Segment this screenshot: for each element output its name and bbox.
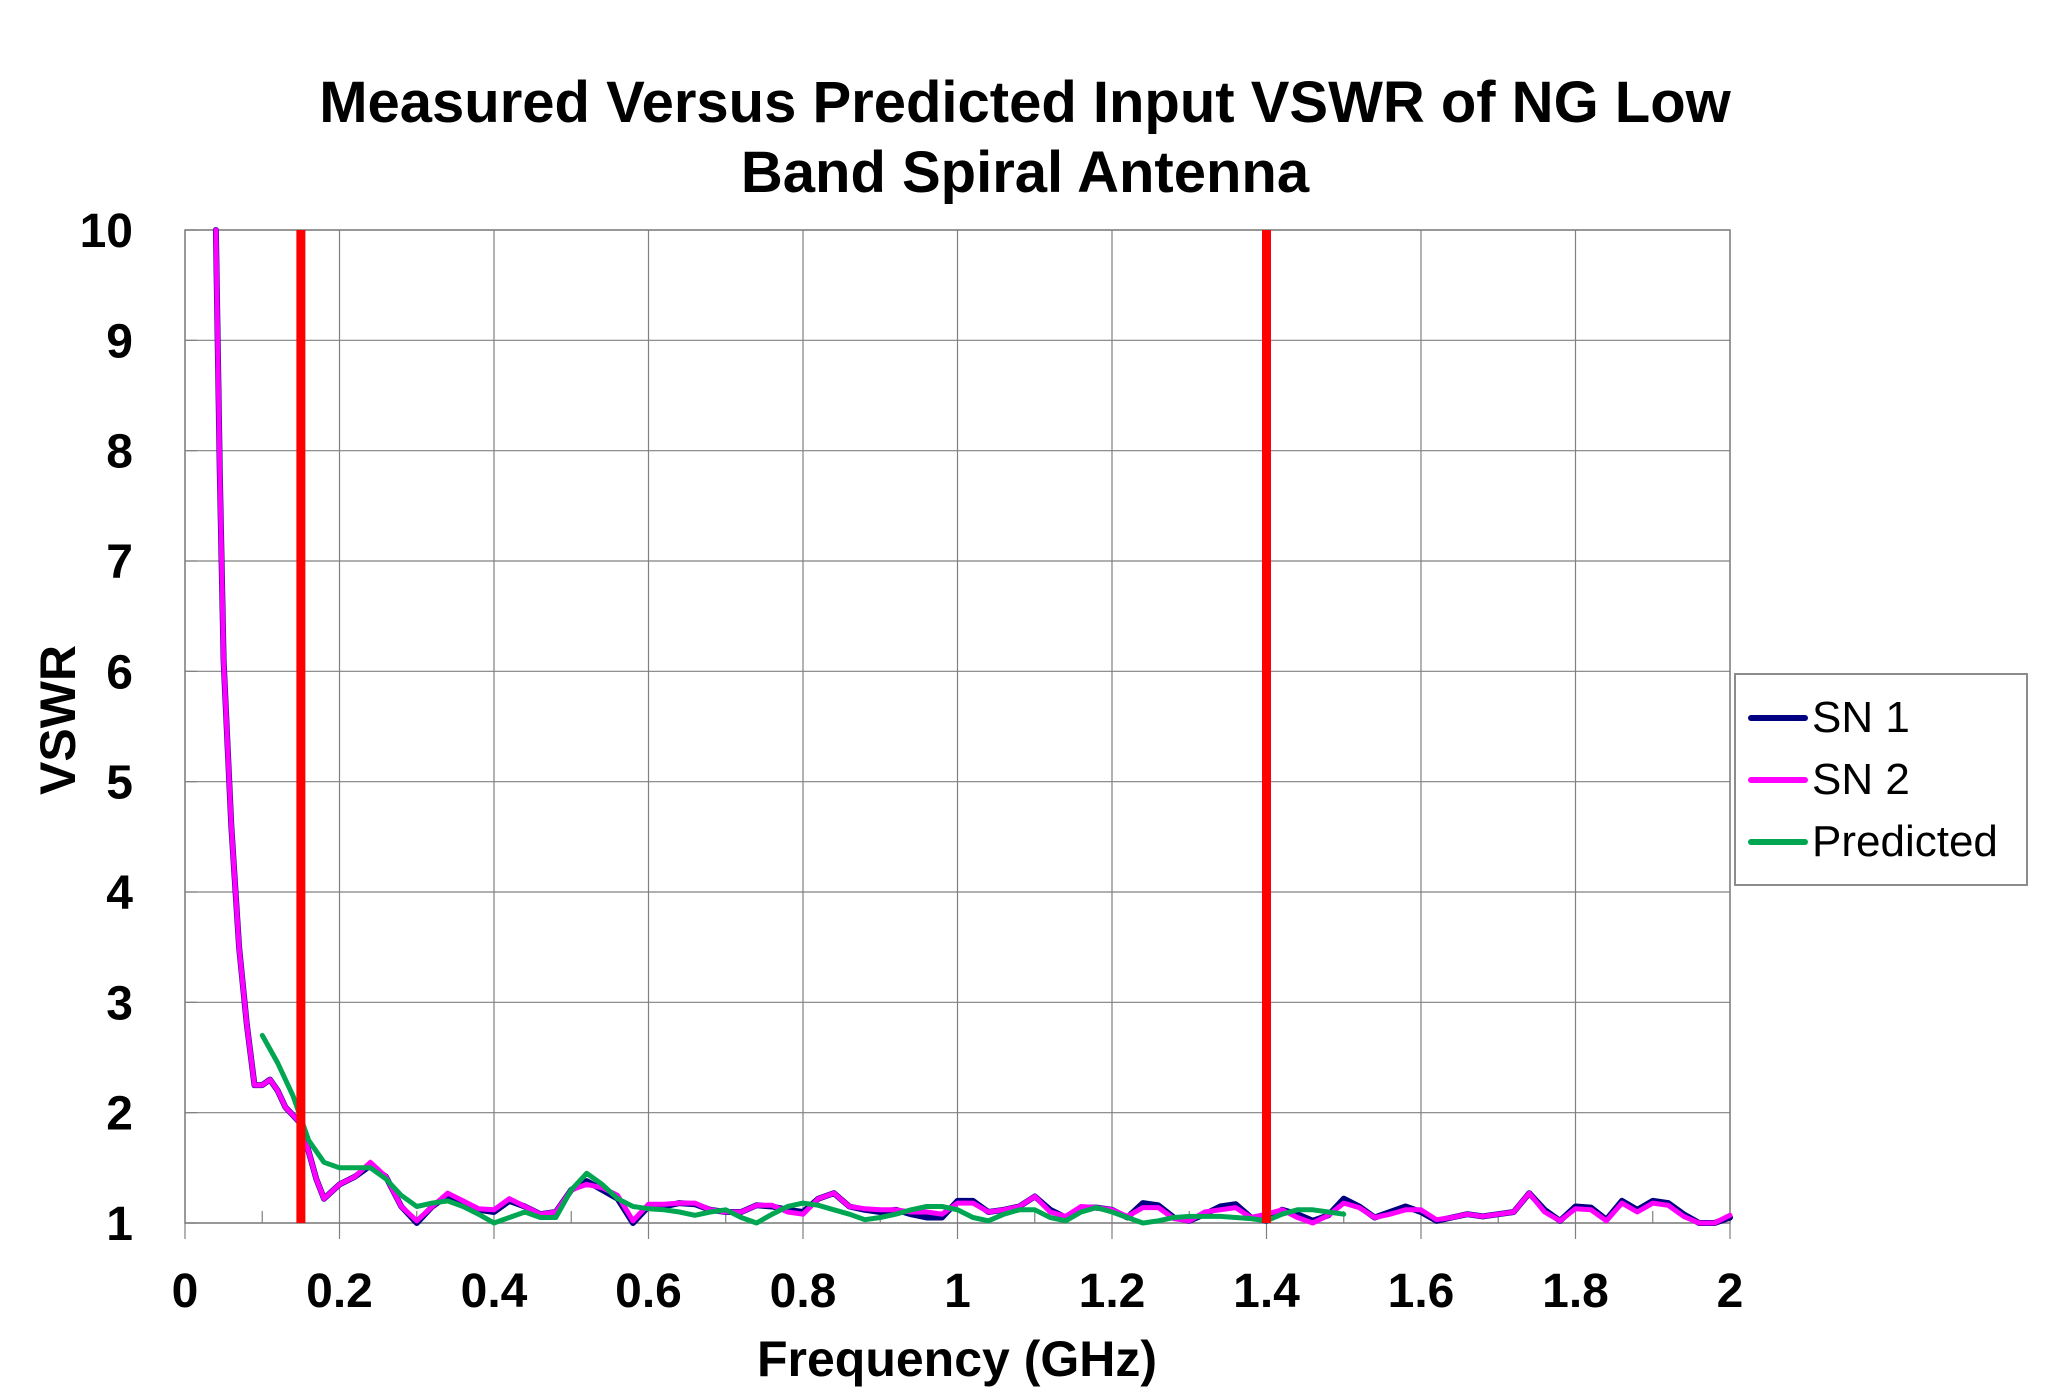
legend-label-predicted: Predicted <box>1812 817 1998 866</box>
x-tick-label: 1.6 <box>1388 1265 1455 1318</box>
grid-lines <box>184 229 1731 1239</box>
y-tick-label: 3 <box>106 977 133 1030</box>
chart-title: Measured Versus Predicted Input VSWR of … <box>240 68 1810 208</box>
x-tick-label: 2 <box>1717 1265 1744 1318</box>
x-tick-label: 0.8 <box>770 1265 837 1318</box>
y-tick-label: 10 <box>80 205 133 258</box>
legend-swatch-predicted <box>1748 839 1808 845</box>
y-tick-label: 9 <box>106 315 133 368</box>
chart-title-line-2: Band Spiral Antenna <box>740 140 1310 205</box>
legend-label-sn2: SN 2 <box>1812 755 1910 804</box>
legend-swatch-sn1 <box>1748 715 1808 721</box>
legend-item-sn2: SN 2 <box>1748 755 1910 805</box>
x-tick-label: 1.8 <box>1542 1265 1609 1318</box>
legend-label-sn1: SN 1 <box>1812 693 1910 742</box>
y-tick-label: 6 <box>106 646 133 699</box>
series-line-predicted <box>259 1032 1347 1226</box>
y-tick-label: 1 <box>106 1198 133 1251</box>
y-tick-label: 5 <box>106 757 133 810</box>
x-tick-label: 0.6 <box>615 1265 682 1318</box>
y-tick-label: 8 <box>106 426 133 479</box>
x-axis-tick-labels: 0 0.2 0.4 0.6 0.8 1 1.2 1.4 1.6 1.8 2 <box>172 1265 1744 1318</box>
legend: SN 1 SN 2 Predicted <box>1734 673 2028 886</box>
legend-item-sn1: SN 1 <box>1748 693 1910 743</box>
legend-item-predicted: Predicted <box>1748 817 1998 867</box>
legend-swatch-sn2 <box>1748 777 1808 783</box>
series-line-sn-2 <box>213 227 1733 1226</box>
x-tick-label: 1.4 <box>1233 1265 1300 1318</box>
x-tick-label: 0 <box>172 1265 199 1318</box>
y-tick-label: 7 <box>106 536 133 589</box>
y-axis-tick-labels: 1 2 3 4 5 6 7 8 9 10 <box>80 205 134 1251</box>
chart-title-line-1: Measured Versus Predicted Input VSWR of … <box>319 70 1731 135</box>
series-line-sn-1 <box>212 227 1733 1226</box>
x-axis-label: Frequency (GHz) <box>756 1331 1158 1387</box>
y-axis-label: VSWR <box>30 645 86 795</box>
x-tick-label: 0.2 <box>306 1265 373 1318</box>
band-limit-markers <box>296 230 1271 1223</box>
x-tick-label: 0.4 <box>461 1265 528 1318</box>
y-tick-label: 4 <box>106 867 133 920</box>
y-tick-label: 2 <box>106 1088 133 1141</box>
x-tick-label: 1.2 <box>1079 1265 1146 1318</box>
data-series <box>212 227 1733 1226</box>
x-tick-label: 1 <box>944 1265 971 1318</box>
